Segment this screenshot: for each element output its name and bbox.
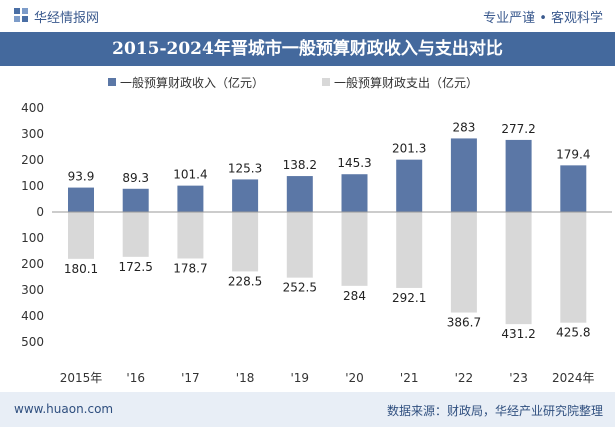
x-tick-label: '17: [181, 371, 200, 385]
bar-income: [177, 185, 204, 212]
bar-expense: [396, 212, 423, 288]
data-label-income: 138.2: [283, 158, 317, 172]
y-tick-label: 0: [36, 205, 44, 219]
data-label-income: 89.3: [122, 171, 149, 185]
bar-income: [286, 176, 313, 212]
y-tick-label: 400: [21, 101, 44, 115]
y-tick-label: 200: [21, 257, 44, 271]
bar-income: [341, 174, 368, 212]
y-tick-label: 500: [21, 335, 44, 349]
data-label-expense: 180.1: [64, 262, 98, 276]
data-label-expense: 425.8: [556, 326, 590, 340]
bar-income: [68, 187, 94, 212]
x-tick-label: '18: [236, 371, 255, 385]
data-label-income: 277.2: [501, 122, 535, 136]
data-source: 数据来源：财政局，华经产业研究院整理: [386, 404, 603, 418]
bar-income: [450, 138, 477, 212]
chart-title: 2015-2024年晋城市一般预算财政收入与支出对比: [112, 39, 503, 59]
bar-expense: [68, 212, 94, 259]
data-label-income: 125.3: [228, 161, 262, 175]
y-tick-label: 200: [21, 153, 44, 167]
data-label-expense: 172.5: [119, 260, 153, 274]
brand-name: 华经情报网: [34, 11, 100, 26]
footer: www.huaon.com 数据来源：财政局，华经产业研究院整理: [0, 392, 615, 427]
x-tick-label: '21: [400, 371, 419, 385]
footer-url: www.huaon.com: [14, 402, 114, 416]
data-label-income: 93.9: [68, 170, 95, 184]
y-tick-label: 100: [21, 231, 44, 245]
x-tick-label: '19: [291, 371, 310, 385]
bar-expense: [505, 212, 532, 325]
bar-income: [396, 159, 423, 212]
data-label-expense: 228.5: [228, 274, 262, 288]
bar-expense: [122, 212, 149, 257]
data-label-income: 101.4: [173, 168, 207, 182]
x-tick-label: '22: [455, 371, 474, 385]
tagline: 专业严谨 • 客观科学: [483, 11, 603, 26]
bar-expense: [450, 212, 477, 313]
brand-logo-icon: [14, 8, 28, 22]
top-bar: 华经情报网 专业严谨 • 客观科学: [0, 0, 615, 32]
bar-income: [560, 165, 587, 212]
bar-income: [505, 139, 532, 212]
data-label-expense: 178.7: [173, 261, 207, 275]
y-tick-label: 100: [21, 179, 44, 193]
legend-label-expense: 一般预算财政支出（亿元）: [334, 75, 478, 90]
x-tick-label: '23: [509, 371, 528, 385]
data-label-income: 201.3: [392, 142, 426, 156]
title-bar: 2015-2024年晋城市一般预算财政收入与支出对比: [0, 32, 615, 66]
legend-swatch-expense: [322, 78, 330, 86]
y-tick-label: 300: [21, 127, 44, 141]
legend-label-income: 一般预算财政收入（亿元）: [120, 75, 264, 90]
chart: 一般预算财政收入（亿元） 一般预算财政支出（亿元） 400 300 200 100 0 100…: [21, 75, 612, 385]
data-label-income: 283: [452, 120, 475, 134]
data-label-income: 179.4: [556, 147, 590, 161]
x-tick-label: '20: [345, 371, 364, 385]
data-label-expense: 431.2: [501, 327, 535, 341]
bar-expense: [286, 212, 313, 278]
data-label-expense: 252.5: [283, 281, 317, 295]
y-tick-label: 300: [21, 283, 44, 297]
data-label-income: 145.3: [337, 156, 371, 170]
x-tick-label: '16: [126, 371, 145, 385]
legend-swatch-income: [108, 78, 116, 86]
data-label-expense: 284: [343, 289, 366, 303]
bar-expense: [232, 212, 259, 272]
bar-income: [122, 188, 149, 212]
data-label-expense: 292.1: [392, 291, 426, 305]
bar-expense: [341, 212, 368, 286]
bar-expense: [560, 212, 587, 323]
data-label-expense: 386.7: [447, 316, 481, 330]
bar-expense: [177, 212, 204, 259]
bar-income: [232, 179, 259, 212]
y-tick-label: 400: [21, 309, 44, 323]
x-tick-label: 2024年: [552, 371, 595, 385]
x-tick-label: 2015年: [60, 371, 103, 385]
